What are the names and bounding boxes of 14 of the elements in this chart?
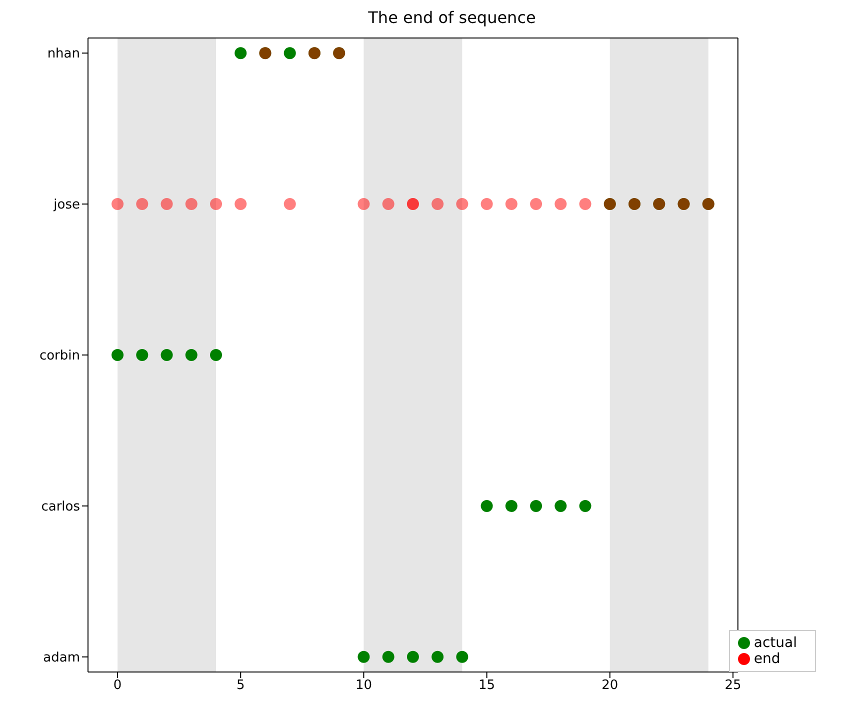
legend-label: end — [754, 651, 780, 667]
legend-label: actual — [754, 635, 797, 651]
y-tick-label: nhan — [47, 46, 80, 62]
x-tick-label: 0 — [113, 678, 122, 694]
x-tick-label: 15 — [478, 678, 496, 694]
x-tick-label: 25 — [724, 678, 742, 694]
x-tick-label: 5 — [236, 678, 245, 694]
chart-title: The end of sequence — [367, 8, 537, 29]
y-tick-label: adam — [43, 650, 80, 666]
x-tick-label: 20 — [602, 678, 618, 694]
y-tick-label: carlos — [41, 500, 80, 515]
y-tick-label: jose — [52, 198, 80, 213]
x-tick-label: 10 — [355, 678, 372, 694]
y-tick-label: corbin — [39, 348, 80, 364]
